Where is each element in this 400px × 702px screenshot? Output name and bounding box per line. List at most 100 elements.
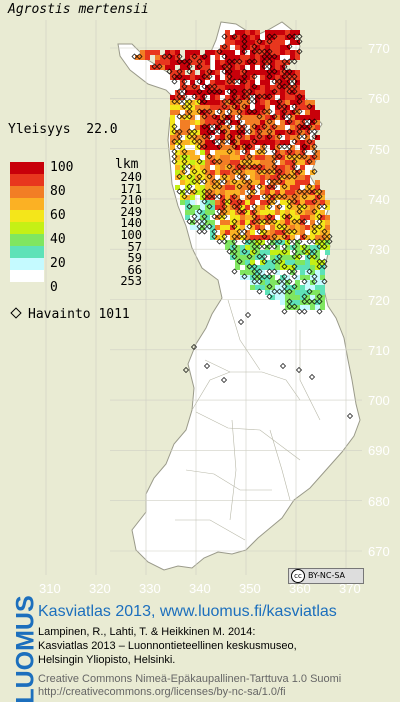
observation-dot: [251, 108, 258, 115]
grid-cell: [275, 90, 280, 95]
grid-cell: [210, 205, 215, 210]
legend-color-box: [10, 162, 44, 174]
grid-cell: [305, 190, 310, 195]
grid-cell: [265, 170, 270, 175]
grid-cell: [235, 70, 240, 75]
grid-cell: [185, 210, 190, 215]
grid-cell: [195, 50, 200, 55]
observation-dot: [251, 163, 258, 170]
observation-dot: [191, 168, 198, 175]
grid-cell: [240, 75, 245, 80]
observation-dot: [196, 228, 203, 235]
grid-cell: [180, 105, 185, 110]
grid-cell: [240, 260, 245, 265]
grid-cell: [210, 225, 215, 230]
grid-cell: [185, 55, 190, 60]
grid-cell: [155, 65, 160, 70]
observation-dot: [281, 173, 288, 180]
observation-dot: [236, 233, 243, 240]
observation-dot: [301, 203, 308, 210]
grid-cell: [225, 230, 230, 235]
grid-cell: [300, 225, 305, 230]
grid-cell: [230, 195, 235, 200]
observation-dot: [291, 138, 298, 145]
grid-cell: [265, 70, 270, 75]
grid-cell: [315, 295, 320, 300]
grid-cell: [175, 90, 180, 95]
grid-cell: [185, 130, 190, 135]
grid-cell: [190, 165, 195, 170]
grid-cell: [315, 180, 320, 185]
citation-line-1: Lampinen, R., Lahti, T. & Heikkinen M. 2…: [38, 626, 256, 638]
license-line-2[interactable]: http://creativecommons.org/licenses/by-n…: [38, 686, 286, 698]
grid-cell: [245, 70, 250, 75]
grid-cell: [225, 55, 230, 60]
grid-cell: [230, 190, 235, 195]
observation-dot: [276, 258, 283, 265]
grid-cell: [260, 85, 265, 90]
grid-cell: [265, 55, 270, 60]
grid-cell: [275, 255, 280, 260]
grid-cell: [310, 115, 315, 120]
grid-cell: [275, 110, 280, 115]
grid-cell: [295, 50, 300, 55]
grid-cell: [185, 160, 190, 165]
grid-cell: [290, 195, 295, 200]
grid-cell: [240, 130, 245, 135]
grid-cell: [205, 85, 210, 90]
observation-dot: [226, 98, 233, 105]
observation-dot: [266, 73, 273, 80]
y-axis-label: 760: [368, 91, 390, 107]
observation-dot: [316, 308, 323, 315]
grid-cell: [315, 185, 320, 190]
observation-dot: [291, 283, 298, 290]
grid-cell: [240, 190, 245, 195]
footer: [0, 600, 400, 702]
grid-cell: [275, 270, 280, 275]
grid-cell: [285, 50, 290, 55]
grid-cell: [275, 130, 280, 135]
grid-cell: [250, 255, 255, 260]
grid-cell: [265, 155, 270, 160]
grid-cell: [195, 225, 200, 230]
grid-cell: [255, 130, 260, 135]
grid-cell: [265, 230, 270, 235]
grid-cell: [275, 180, 280, 185]
grid-cell: [235, 85, 240, 90]
grid-cell: [285, 285, 290, 290]
grid-cell: [210, 70, 215, 75]
grid-cell: [250, 240, 255, 245]
grid-cell: [290, 175, 295, 180]
grid-cell: [170, 115, 175, 120]
grid-cell: [260, 265, 265, 270]
observation-dot: [321, 263, 328, 270]
grid-cell: [275, 170, 280, 175]
grid-cell: [235, 245, 240, 250]
observation-dot: [256, 148, 263, 155]
grid-cell: [300, 120, 305, 125]
footer-title[interactable]: Kasviatlas 2013, www.luomus.fi/kasviatla…: [38, 603, 337, 620]
grid-cell: [220, 50, 225, 55]
grid-cell: [275, 225, 280, 230]
grid-cell: [195, 90, 200, 95]
grid-cell: [225, 40, 230, 45]
grid-cell: [270, 180, 275, 185]
grid-cell: [260, 200, 265, 205]
grid-cell: [315, 235, 320, 240]
grid-cell: [200, 175, 205, 180]
grid-cell: [315, 135, 320, 140]
grid-cell: [215, 125, 220, 130]
grid-cell: [235, 165, 240, 170]
grid-cell: [195, 180, 200, 185]
grid-cell: [270, 130, 275, 135]
grid-cell: [250, 275, 255, 280]
observation-dot: [296, 133, 303, 140]
grid-cell: [235, 155, 240, 160]
grid-cell: [175, 110, 180, 115]
grid-cell: [295, 230, 300, 235]
observation-dot: [226, 198, 233, 205]
observation-dot: [276, 203, 283, 210]
grid-cell: [245, 30, 250, 35]
grid-cell: [285, 80, 290, 85]
grid-cell: [245, 255, 250, 260]
